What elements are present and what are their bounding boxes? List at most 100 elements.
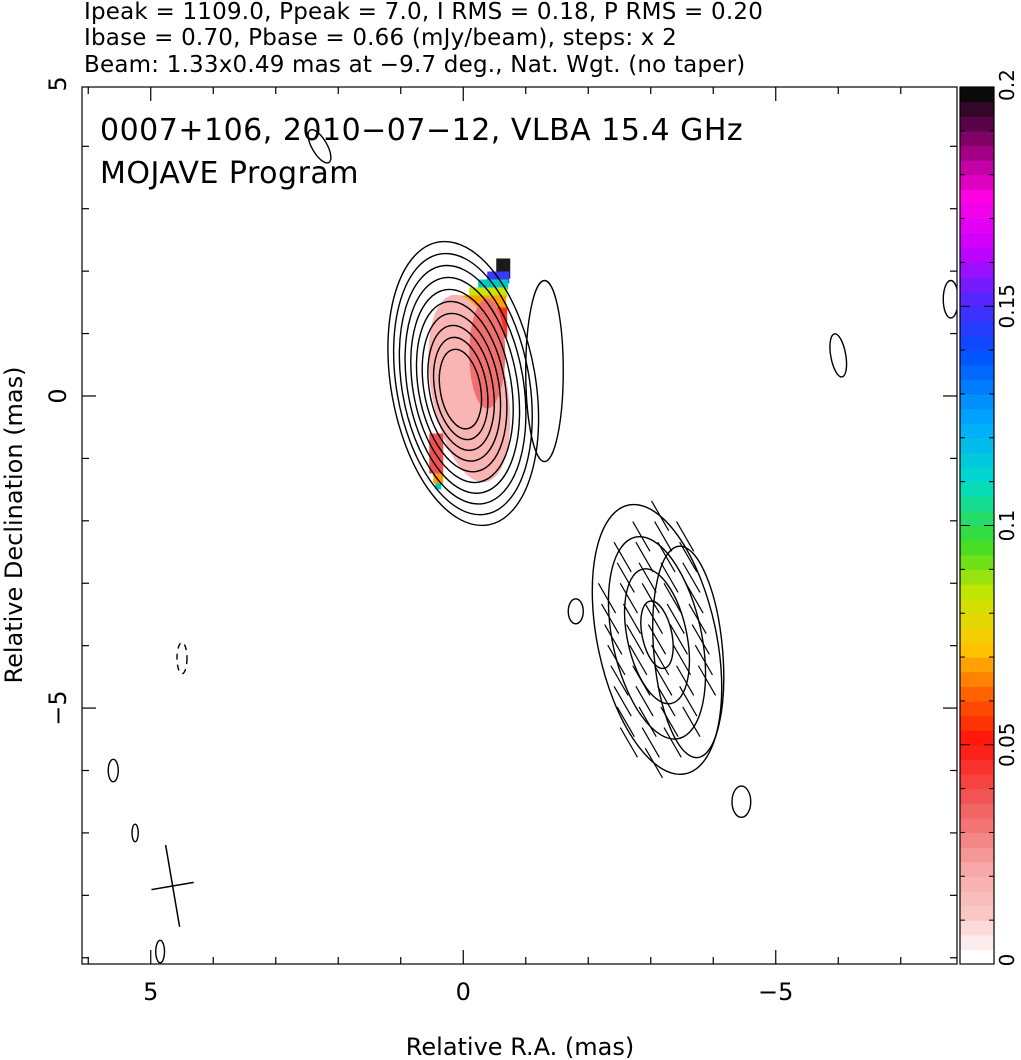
colorbar-segment [960,87,994,103]
pol-vector [654,521,673,552]
colorbar-segment [960,773,994,790]
colorbar-segment [960,393,994,410]
colorbar-segment [960,803,994,819]
colorbar-segment [960,320,994,337]
colorbar-segment [960,861,994,877]
colorbar-segment [960,744,994,760]
colorbar-segment [960,408,994,424]
pol-vector [619,583,638,614]
noise-contour [176,641,188,675]
pol-vector [604,624,623,655]
colorbar-segment [960,730,994,746]
pol-vector [694,644,713,676]
colorbar-segment [960,379,994,395]
colorbar-segment [960,788,994,804]
core-contour [421,312,502,462]
pol-vector [688,603,707,634]
pol-vector [672,644,692,676]
pol-vector [616,562,635,593]
colorbar-label: 0.05 [995,722,1019,767]
pol-vector [638,562,657,593]
pol-vector [682,706,701,737]
pol-vector [679,541,698,573]
colorbar-segment [960,481,994,497]
noise-contour [307,128,332,164]
colorbar-segment [960,832,994,848]
jet-contour [640,600,674,670]
colorbar-label: 0.2 [995,69,1019,101]
colorbar-segment [960,598,994,614]
colorbar-segment [960,160,994,176]
noise-contour [942,279,957,319]
colorbar-label: 0.15 [995,284,1019,329]
colorbar-segment [960,467,994,483]
colorbar-segment [960,554,994,570]
noise-contour [131,823,139,843]
pol-vector [626,624,645,655]
pol-vector [663,727,682,758]
colorbar-segment [960,920,994,936]
colorbar-segment [960,306,994,322]
pol-vector [622,603,642,634]
header-line-2: Ibase = 0.70, Pbase = 0.66 (mJy/beam), s… [84,25,677,51]
colorbar-segment [960,247,994,263]
pol-fraction-patch [433,473,444,484]
colorbar-segment [960,817,994,834]
pol-vector [676,665,695,696]
pol-vector [657,686,676,717]
pol-fraction-patch [469,298,506,409]
colorbar-label: 0 [995,954,1019,967]
annotation-line-2: MOJAVE Program [100,156,359,191]
noise-contour [731,785,752,819]
pol-vector [613,541,632,573]
pol-vector [682,562,701,593]
colorbar-segment [960,496,994,512]
x-tick-label: 5 [143,978,158,1006]
y-tick-label: −5 [44,690,72,725]
annotation-line-1: 0007+106, 2010−07−12, VLBA 15.4 GHz [100,113,743,148]
pol-vector [641,727,660,758]
pol-vector [651,500,670,531]
y-tick-label: 5 [44,76,72,91]
colorbar-segment [960,715,994,731]
colorbar-segment [960,101,994,117]
noise-contour [567,598,584,625]
pol-vector [651,644,670,676]
colorbar-segment [960,934,994,950]
colorbar-segment [960,890,994,907]
colorbar-segment [960,203,994,220]
core-contour [387,240,540,527]
core-contour [415,300,508,473]
colorbar-segment [960,116,994,132]
pol-vector [601,603,620,634]
colorbar-segment [960,423,994,439]
plot-frame [81,86,958,965]
core-contour [410,288,514,484]
pol-vector [657,541,676,573]
noise-contour [107,758,119,783]
colorbar-segment [960,642,994,658]
colorbar-segment [960,291,994,307]
colorbar-segment [960,540,994,556]
pol-fraction-patch [429,433,444,474]
pol-vector [644,747,663,779]
pol-vector [647,624,667,655]
colorbar-segment [960,364,994,380]
core-contour [398,264,527,505]
pol-vector [610,665,629,696]
pol-vector [632,521,651,552]
colorbar-segment [960,437,994,454]
core-contour [438,348,483,430]
pol-vector [660,706,679,737]
colorbar-segment [960,759,994,775]
core-contour [427,324,495,452]
pol-vector [641,583,660,614]
colorbar-segment [960,686,994,702]
colorbar-segment [960,583,994,600]
colorbar-segment [960,277,994,293]
core-contour [392,252,533,516]
pol-vector [685,583,704,614]
noise-contour [829,333,848,378]
pol-vector [613,686,632,717]
